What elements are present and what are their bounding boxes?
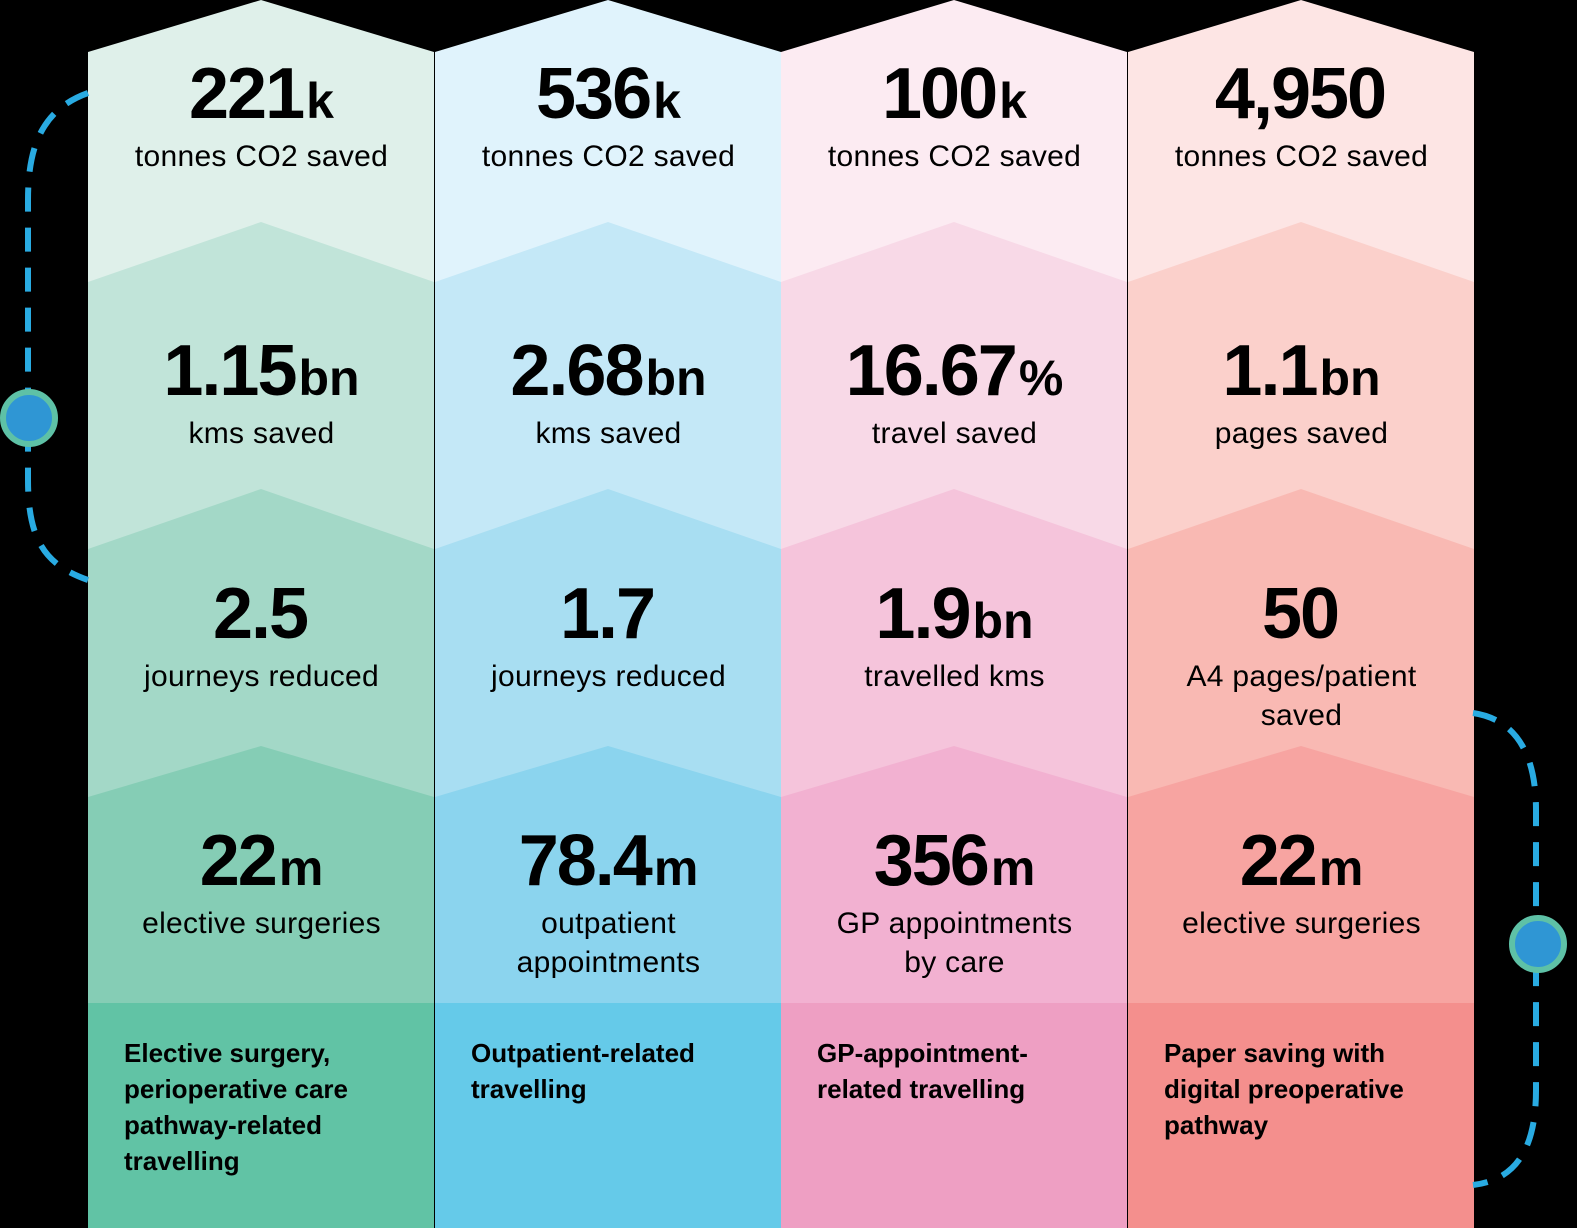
stat-unit: k (653, 73, 681, 129)
category-label: Outpatient-related travelling (471, 1038, 695, 1104)
stat-card: 100k tonnes CO2 saved (781, 58, 1128, 176)
stat-value: 22m (199, 821, 324, 901)
stat-label: outpatient appointments (516, 907, 701, 979)
stat-value: 4,950 (1214, 54, 1387, 134)
stat-unit: m (1318, 840, 1364, 896)
stat-unit: m (990, 840, 1036, 896)
stat-label: tonnes CO2 saved (481, 140, 736, 173)
stat-card: 4,950 tonnes CO2 saved (1128, 58, 1475, 176)
footer-band-gp (781, 1003, 1127, 1228)
stat-unit: k (306, 73, 334, 129)
stat-label: travelled kms (864, 660, 1045, 693)
category-label: Elective surgery, perioperative care pat… (124, 1038, 349, 1176)
stat-unit: m (278, 840, 324, 896)
stat-card: 1.1bn pages saved (1128, 335, 1475, 453)
stat-value: 1.1bn (1222, 331, 1381, 411)
stat-label: tonnes CO2 saved (1174, 140, 1429, 173)
footer-band-elective (88, 1003, 434, 1228)
stat-label: tonnes CO2 saved (827, 140, 1082, 173)
stat-value: 221k (189, 54, 334, 134)
stat-unit: bn (645, 350, 707, 406)
stat-value: 1.15bn (163, 331, 360, 411)
stat-label: kms saved (535, 417, 682, 450)
stat-unit: bn (298, 350, 360, 406)
stat-card: 356m GP appointments by care (781, 825, 1128, 982)
stat-card: 1.15bn kms saved (88, 335, 435, 453)
stat-value: 22m (1239, 821, 1364, 901)
column-gp: 100k tonnes CO2 saved 16.67% travel saved 1.… (781, 0, 1128, 1228)
stat-card: 16.67% travel saved (781, 335, 1128, 453)
stat-value: 100k (882, 54, 1027, 134)
stat-value: 2.68bn (510, 331, 707, 411)
stat-card: 78.4m outpatient appointments (435, 825, 782, 982)
stat-card: 536k tonnes CO2 saved (435, 58, 782, 176)
column-elective: 221k tonnes CO2 saved 1.15bn kms saved 2.5 jo… (88, 0, 435, 1228)
stat-label: kms saved (188, 417, 335, 450)
stat-value: 1.7 (559, 574, 656, 654)
stat-label: travel saved (871, 417, 1038, 450)
category-label: Paper saving with digital preoperative p… (1164, 1038, 1404, 1140)
stat-unit: bn (1319, 350, 1381, 406)
stat-label: journeys reduced (144, 660, 379, 693)
footer-band-paper (1128, 1003, 1474, 1228)
stat-card: 50 A4 pages/patient saved (1128, 578, 1475, 735)
stat-label: elective surgeries (1182, 907, 1421, 940)
stat-value: 78.4m (518, 821, 699, 901)
stat-label: A4 pages/patient saved (1186, 660, 1417, 732)
stat-card: 2.68bn kms saved (435, 335, 782, 453)
footer-band-outpatient (435, 1003, 781, 1228)
stat-value: 50 (1261, 574, 1340, 654)
stat-label: GP appointments by care (836, 907, 1073, 979)
stat-unit: k (999, 73, 1027, 129)
stat-label: tonnes CO2 saved (134, 140, 389, 173)
stat-value: 2.5 (212, 574, 309, 654)
column-paper: 4,950 tonnes CO2 saved 1.1bn pages saved 50 A… (1128, 0, 1475, 1228)
stat-card: 22m elective surgeries (88, 825, 435, 943)
stat-label: journeys reduced (491, 660, 726, 693)
stat-unit: % (1018, 350, 1064, 406)
stat-card: 221k tonnes CO2 saved (88, 58, 435, 176)
stat-label: elective surgeries (142, 907, 381, 940)
stat-value: 356m (873, 821, 1036, 901)
stat-card: 1.9bn travelled kms (781, 578, 1128, 696)
column-outpatient: 536k tonnes CO2 saved 2.68bn kms saved 1.7 jo… (435, 0, 782, 1228)
category-label: GP-appointment-related travelling (817, 1038, 1028, 1104)
stat-unit: bn (972, 593, 1034, 649)
stat-unit: m (653, 840, 699, 896)
stat-label: pages saved (1214, 417, 1389, 450)
stat-card: 22m elective surgeries (1128, 825, 1475, 943)
stat-value: 536k (536, 54, 681, 134)
stat-card: 1.7 journeys reduced (435, 578, 782, 696)
stat-value: 16.67% (845, 331, 1064, 411)
stat-card: 2.5 journeys reduced (88, 578, 435, 696)
stat-value: 1.9bn (875, 574, 1034, 654)
